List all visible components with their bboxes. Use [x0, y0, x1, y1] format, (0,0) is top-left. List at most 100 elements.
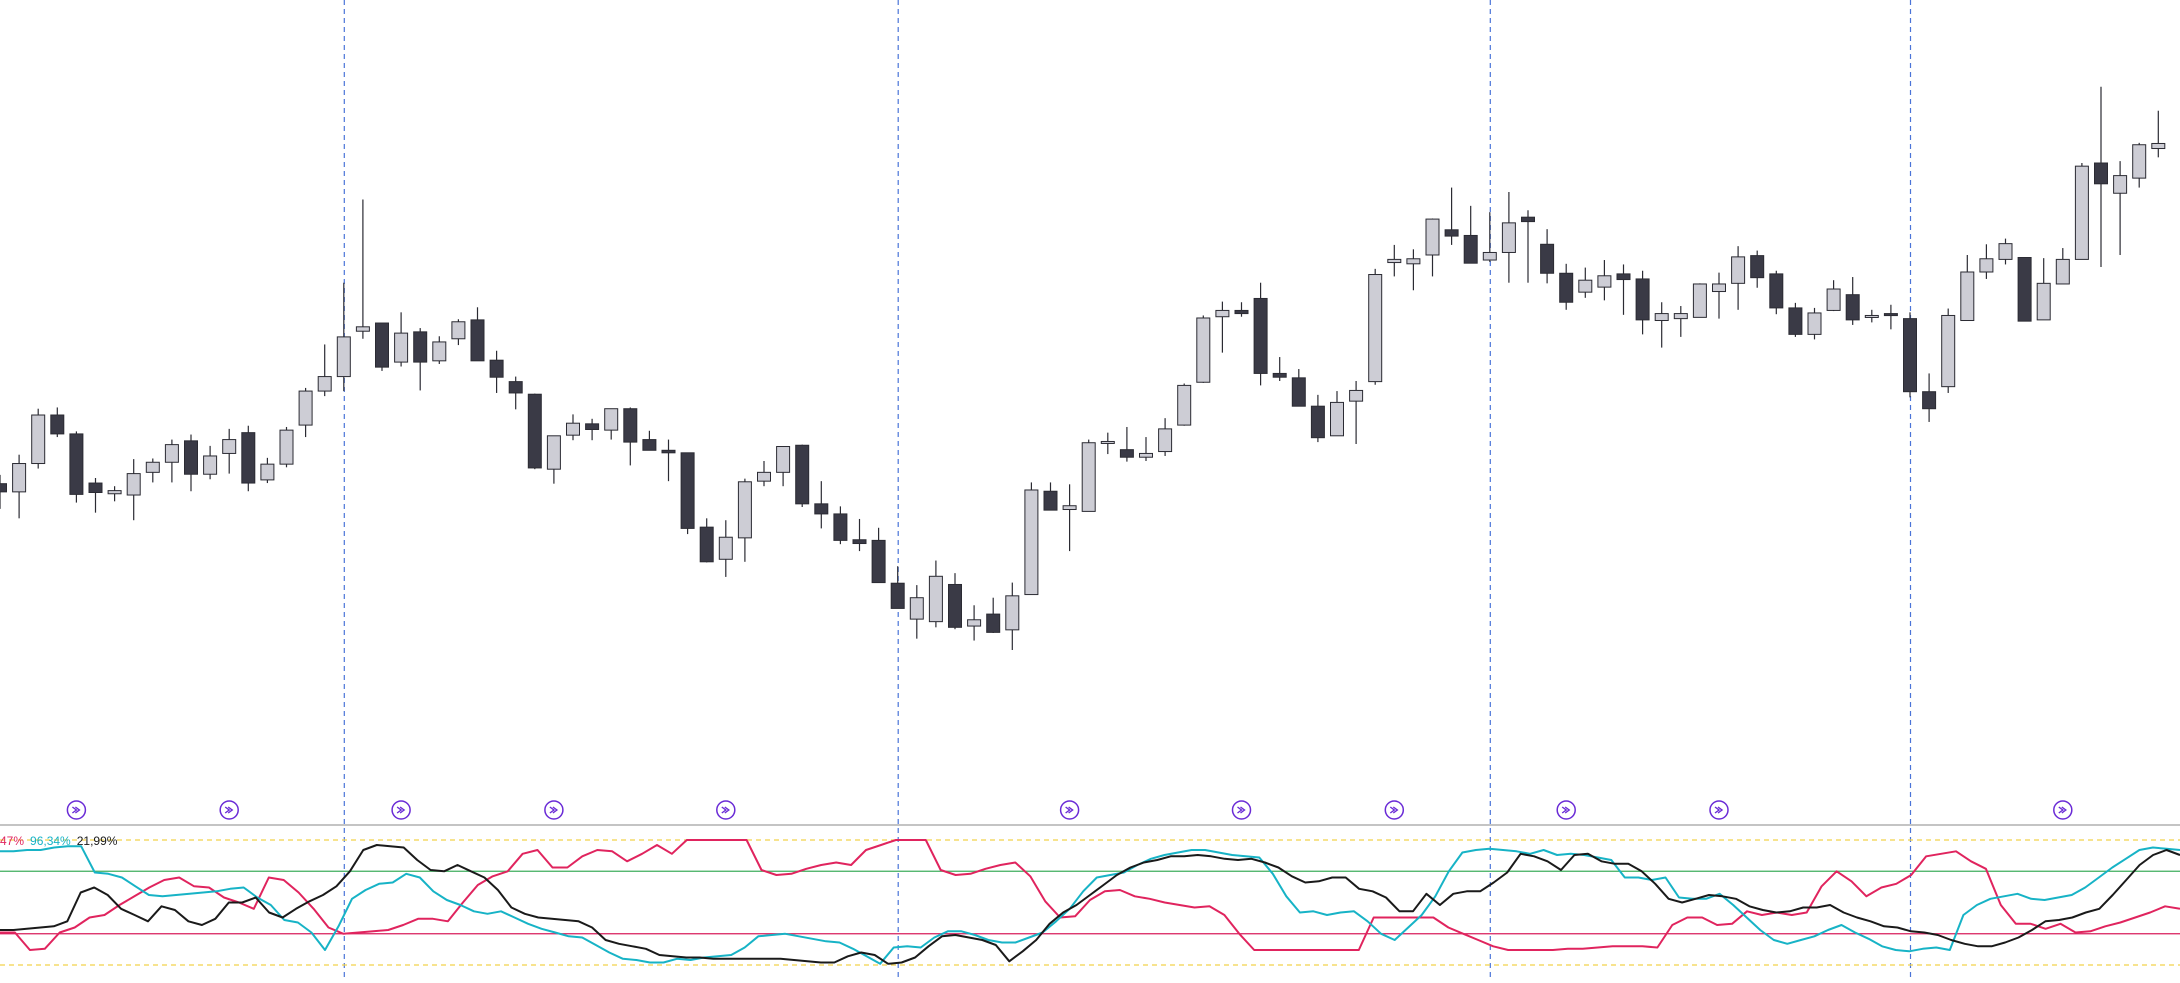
candle-body-down [948, 583, 962, 628]
candle [1406, 249, 1421, 291]
candle [107, 486, 122, 502]
candle-body-down [852, 539, 867, 545]
candle [126, 459, 141, 521]
candle-body-up [1387, 258, 1402, 264]
candle [1635, 270, 1650, 335]
candle [355, 199, 370, 339]
oscillator-legend: 47% 96,34% 21,99% [0, 834, 123, 848]
candle [871, 527, 886, 584]
candle-body-up [1349, 389, 1364, 402]
candle [432, 336, 447, 364]
event-icon-arrow [1561, 806, 1571, 814]
candle-body-up [1864, 314, 1879, 318]
event-arrow-icon[interactable] [716, 800, 736, 820]
candle-body-up [546, 435, 561, 470]
event-arrow-icon[interactable] [66, 800, 87, 820]
candle-body-up [107, 490, 122, 495]
candles [0, 86, 2166, 650]
candle [375, 322, 389, 371]
candle [0, 474, 7, 509]
candle-body-up [1062, 505, 1077, 511]
candle-body-up [1158, 428, 1173, 453]
candle-body-up [279, 429, 294, 465]
event-arrow-icon[interactable] [1231, 800, 1252, 820]
candle-body-down [489, 359, 504, 378]
candle [1482, 212, 1497, 262]
candle-body-down [871, 539, 886, 584]
candle [1444, 187, 1459, 245]
candle [1043, 482, 1058, 511]
candle-body-up [12, 463, 27, 493]
candle [145, 458, 160, 483]
candle-body-down [1540, 243, 1555, 274]
candle-body-up [2055, 258, 2070, 285]
legend-value-3: 21,99% [76, 834, 118, 848]
candle-body-up [355, 326, 370, 332]
candle [757, 461, 771, 487]
event-icon-arrow [396, 806, 406, 814]
candle [241, 425, 256, 492]
candle-body-down [1043, 490, 1058, 511]
candle-body-up [222, 439, 237, 454]
event-arrow-icon[interactable] [219, 800, 239, 820]
candle [604, 408, 619, 440]
candle-body-down [1291, 377, 1306, 407]
candle [2036, 258, 2051, 321]
candle-body-down [1922, 391, 1937, 410]
candle [2055, 248, 2070, 285]
candle-body-down [470, 319, 485, 362]
candle [680, 452, 695, 535]
event-arrow-icon[interactable] [1556, 800, 1576, 820]
candle-body-down [1559, 272, 1574, 303]
candle-body-up [1654, 313, 1669, 322]
event-icon-arrow [1714, 806, 1724, 814]
candle-body-up [1712, 283, 1726, 293]
candle [1826, 280, 1841, 312]
candle [566, 414, 580, 441]
event-arrow-icon[interactable] [1059, 800, 1080, 820]
candle [1807, 307, 1822, 340]
candle [1673, 306, 1688, 337]
candle [260, 457, 275, 484]
candle-body-up [394, 332, 409, 363]
candle [1215, 301, 1230, 353]
candle [1081, 439, 1096, 512]
event-arrow-icon[interactable] [391, 800, 411, 820]
oscillator-series-line-1 [0, 839, 2180, 951]
event-arrow-icon[interactable] [2053, 800, 2073, 820]
candle-body-down [680, 452, 695, 529]
event-arrow-icon[interactable] [544, 800, 564, 820]
candle [1998, 238, 2013, 265]
candle-body-up [432, 341, 447, 362]
event-arrow-icon[interactable] [1709, 800, 1729, 820]
candle-body-down [699, 526, 714, 563]
candle [737, 478, 752, 562]
candle-body-down [833, 513, 848, 541]
candle-body-up [909, 597, 924, 620]
candle [1196, 315, 1211, 383]
candle-body-up [1196, 317, 1211, 383]
candle [1062, 484, 1077, 552]
candle [1100, 432, 1115, 455]
candle [1272, 357, 1287, 381]
candle-body-up [1731, 256, 1746, 284]
candle [1845, 277, 1860, 325]
candle [164, 439, 179, 483]
candle [222, 428, 237, 474]
candle-body-down [623, 408, 638, 443]
candle-body-down [1635, 278, 1650, 321]
candle-body-up [1139, 452, 1153, 458]
candle-body-up [1215, 309, 1230, 318]
candle [527, 393, 542, 470]
candle-body-down [890, 582, 905, 609]
event-arrow-icon[interactable] [1384, 800, 1405, 820]
candle-body-down [413, 331, 428, 363]
candle-body-down [375, 322, 389, 368]
candle-body-up [126, 473, 141, 496]
candle [1368, 268, 1383, 385]
candle [852, 518, 867, 552]
candle-body-down [1310, 405, 1325, 439]
candle [489, 350, 504, 393]
candle-body-up [967, 619, 982, 627]
candle [1731, 246, 1746, 310]
